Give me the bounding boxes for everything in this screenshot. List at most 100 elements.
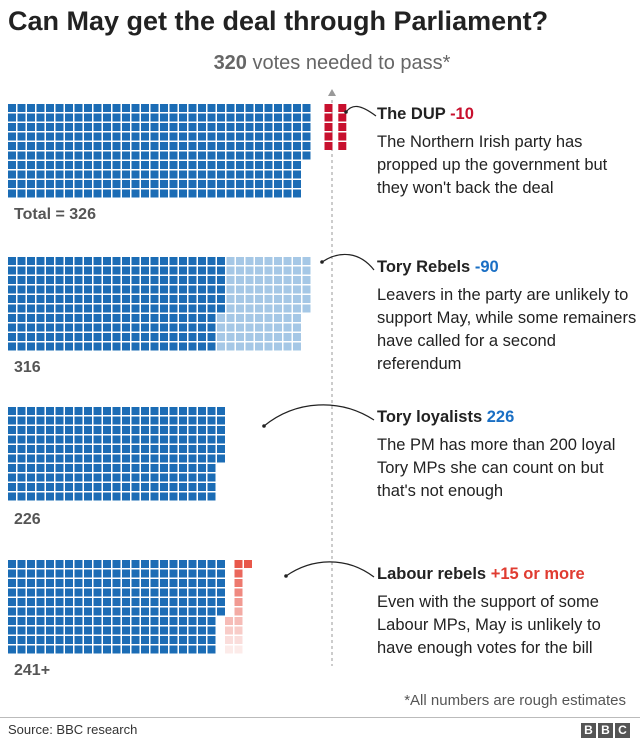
waffle-cell-tory-loyalists [36, 445, 45, 453]
waffle-cell-tory [8, 151, 16, 160]
waffle-cell-tory [245, 123, 254, 131]
waffle-cell-tory-loyalists [55, 473, 64, 482]
waffle-cell-tory [93, 161, 102, 169]
waffle-cell-tory-loyalists [169, 342, 178, 351]
waffle-cell-tory-rebels [245, 323, 254, 332]
waffle-cell-tory-loyalists [150, 473, 159, 482]
waffle-cell-tory-loyalists [46, 579, 54, 587]
waffle-cell-tory [36, 132, 45, 141]
waffle-cell-tory [74, 170, 83, 179]
waffle-cell-tory-loyalists [198, 257, 206, 265]
waffle-cell-tory-loyalists [160, 607, 168, 616]
waffle-cell-tory-loyalists [27, 579, 35, 587]
waffle-cell-tory-loyalists [150, 342, 159, 351]
bbc-logo-letter: B [581, 723, 596, 738]
waffle-cell-tory-loyalists [198, 607, 206, 616]
waffle-cell-tory-loyalists [198, 473, 206, 482]
waffle-cell-tory-loyalists [65, 435, 73, 444]
waffle-cell-tory [302, 123, 311, 131]
waffle-cell-tory-loyalists [207, 426, 216, 434]
waffle-cell-tory [46, 142, 54, 150]
waffle-cell-tory [160, 170, 168, 179]
pointer-tip-icon [344, 110, 348, 114]
waffle-cell-tory [226, 142, 235, 150]
waffle-cell-tory-loyalists [103, 645, 111, 654]
waffle-cell-dup [324, 142, 333, 150]
waffle-cell-tory-loyalists [160, 445, 168, 453]
waffle-cell-tory-rebels [236, 314, 244, 322]
waffle-cell-tory-loyalists [8, 588, 16, 597]
waffle-cell-tory-loyalists [8, 598, 16, 606]
waffle-cell-tory [217, 170, 225, 179]
waffle-cell-tory-loyalists [217, 454, 225, 463]
labour-description: Even with the support of some Labour MPs… [377, 593, 601, 657]
waffle-cell-tory-loyalists [198, 285, 206, 294]
waffle-cell-tory [255, 142, 263, 150]
waffle-cell-tory-rebels [264, 342, 273, 351]
waffle-cell-tory-loyalists [141, 598, 149, 606]
waffle-cell-labour-rebels [225, 636, 233, 644]
waffle-cell-tory [179, 189, 187, 198]
waffle-cell-tory-loyalists [141, 626, 149, 635]
waffle-cell-tory-loyalists [179, 435, 187, 444]
waffle-cell-tory [27, 151, 35, 160]
waffle-cell-tory-loyalists [27, 257, 35, 265]
labour-heading: Labour rebels +15 or more [377, 565, 585, 584]
waffle-cell-tory-rebels [245, 266, 254, 275]
waffle-cell-tory [226, 170, 235, 179]
waffle-cell-tory-loyalists [179, 464, 187, 472]
waffle-cell-tory-loyalists [112, 579, 121, 587]
waffle-cell-tory-loyalists [122, 342, 130, 351]
waffle-cell-tory-loyalists [17, 266, 26, 275]
waffle-cell-tory [226, 132, 235, 141]
waffle-cell-tory [17, 142, 26, 150]
waffle-cell-tory-loyalists [74, 445, 83, 453]
dup-heading: The DUP -10 [377, 105, 474, 124]
waffle-cell-tory-loyalists [188, 276, 197, 284]
rebels-delta: -90 [474, 258, 499, 276]
waffle-cell-tory-loyalists [198, 569, 206, 578]
waffle-cell-tory-loyalists [103, 483, 111, 491]
waffle-cell-tory-loyalists [179, 426, 187, 434]
waffle-cell-tory-loyalists [46, 416, 54, 425]
waffle-cell-tory [274, 170, 282, 179]
waffle-cell-tory-loyalists [17, 435, 26, 444]
waffle-cell-tory-loyalists [141, 257, 149, 265]
loyalists-total-label: 226 [14, 511, 41, 528]
waffle-cell-tory-loyalists [46, 342, 54, 351]
waffle-cell-tory-loyalists [198, 304, 206, 313]
waffle-cell-tory-loyalists [131, 314, 140, 322]
waffle-cell-tory [93, 142, 102, 150]
waffle-cell-tory-loyalists [188, 333, 197, 341]
waffle-cell-tory [8, 113, 16, 122]
waffle-cell-tory-loyalists [169, 445, 178, 453]
waffle-cell-tory [46, 151, 54, 160]
waffle-cell-tory [93, 104, 102, 112]
footer-divider [0, 717, 640, 718]
waffle-cell-tory [112, 189, 121, 198]
pointer-tip-icon [320, 260, 324, 264]
waffle-cell-tory-loyalists [217, 407, 225, 415]
waffle-cell-tory-loyalists [122, 435, 130, 444]
waffle-cell-tory-loyalists [150, 645, 159, 654]
waffle-cell-tory [217, 142, 225, 150]
waffle-cell-tory [122, 123, 130, 131]
waffle-cell-tory-loyalists [55, 426, 64, 434]
waffle-cell-tory-loyalists [65, 636, 73, 644]
waffle-cell-tory-loyalists [8, 426, 16, 434]
waffle-cell-tory-loyalists [160, 285, 168, 294]
waffle-cell-tory-loyalists [36, 295, 45, 303]
waffle-cell-tory-loyalists [122, 276, 130, 284]
waffle-cell-tory [188, 142, 197, 150]
bbc-logo-letter: B [598, 723, 613, 738]
waffle-cell-tory-loyalists [103, 323, 111, 332]
waffle-cell-tory-loyalists [207, 445, 216, 453]
waffle-cell-dup [338, 132, 347, 141]
waffle-cell-tory-loyalists [74, 588, 83, 597]
waffle-cell-tory [293, 113, 301, 122]
waffle-cell-tory-loyalists [198, 483, 206, 491]
waffle-cell-tory-loyalists [198, 445, 206, 453]
waffle-cell-tory [8, 161, 16, 169]
waffle-cell-tory [84, 151, 92, 160]
waffle-cell-tory-loyalists [65, 645, 73, 654]
